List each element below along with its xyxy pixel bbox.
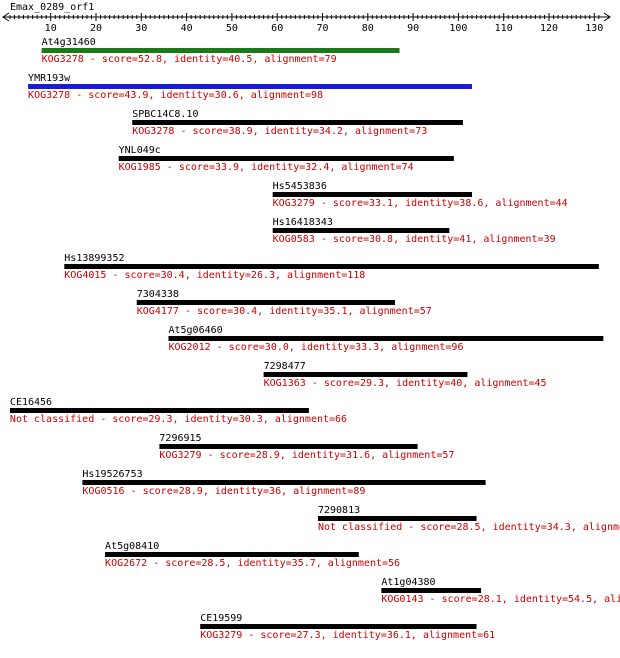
hit-name[interactable]: At5g08410 (105, 541, 159, 552)
hit-name[interactable]: CE16456 (10, 397, 52, 408)
hit-name[interactable]: 7298477 (264, 361, 306, 372)
ruler-right-arrow-icon (603, 12, 611, 22)
hit-description: KOG4015 - score=30.4, identity=26.3, ali… (64, 270, 365, 281)
ruler-tick-label: 90 (407, 23, 419, 34)
hit-description: KOG3279 - score=33.1, identity=38.6, ali… (273, 198, 568, 209)
hit-description: KOG2672 - score=28.5, identity=35.7, ali… (105, 558, 400, 569)
hit-name[interactable]: 7296915 (159, 433, 201, 444)
hit-name[interactable]: YNL049c (119, 145, 161, 156)
hit-row[interactable]: 7296915 KOG3279 - score=28.9, identity=31… (159, 433, 454, 461)
hit-description: KOG0143 - score=28.1, identity=54.5, ali… (381, 594, 620, 605)
hit-row[interactable]: At5g06460 KOG2012 - score=30.0, identity=… (168, 325, 604, 353)
ruler-tick-label: 60 (271, 23, 283, 34)
ruler-tick-label: 40 (181, 23, 193, 34)
hit-row[interactable]: 7298477 KOG1363 - score=29.3, identity=40… (263, 361, 547, 389)
hit-row[interactable]: At5g08410 KOG2672 - score=28.5, identity=… (105, 541, 400, 569)
hit-alignment-bar[interactable] (82, 480, 486, 485)
ruler-tick-label: 20 (90, 23, 102, 34)
ruler-left-arrow-icon (2, 12, 10, 22)
hit-alignment-bar[interactable] (9, 408, 309, 413)
hit-description: Not classified - score=29.3, identity=30… (10, 414, 347, 425)
hit-description: KOG1363 - score=29.3, identity=40, align… (264, 378, 547, 389)
hit-description: KOG4177 - score=30.4, identity=35.1, ali… (137, 306, 432, 317)
ruler-tick-label: 80 (362, 23, 374, 34)
hit-description: KOG0583 - score=30.8, identity=41, align… (273, 234, 556, 245)
hit-alignment-bar[interactable] (28, 84, 472, 89)
hit-description: KOG2012 - score=30.0, identity=33.3, ali… (168, 342, 463, 353)
ruler-tick-label: 10 (45, 23, 57, 34)
hit-name[interactable]: CE19599 (200, 613, 242, 624)
hit-row[interactable]: 7304338 KOG4177 - score=30.4, identity=35… (136, 289, 432, 317)
hit-alignment-bar[interactable] (272, 192, 472, 197)
hit-alignment-bar[interactable] (64, 264, 599, 269)
hit-row[interactable]: Hs13899352 KOG4015 - score=30.4, identity… (64, 253, 599, 281)
hit-row[interactable]: Hs19526753 KOG0516 - score=28.9, identity… (82, 469, 486, 497)
hit-list: At4g31460 KOG3278 - score=52.8, identity=… (9, 37, 620, 641)
hit-description: KOG3278 - score=43.9, identity=30.6, ali… (28, 90, 323, 101)
hit-row[interactable]: CE16456 Not classified - score=29.3, iden… (9, 397, 347, 425)
hit-description: KOG1985 - score=33.9, identity=32.4, ali… (119, 162, 414, 173)
hit-alignment-bar[interactable] (136, 300, 395, 305)
hit-row[interactable]: Hs16418343 KOG0583 - score=30.8, identity… (272, 217, 556, 245)
hit-name[interactable]: Hs5453836 (273, 181, 327, 192)
hit-name[interactable]: At5g06460 (168, 325, 222, 336)
hit-row[interactable]: YNL049c KOG1985 - score=33.9, identity=32… (118, 145, 454, 173)
ruler-tick-label: 70 (316, 23, 328, 34)
hit-row[interactable]: SPBC14C8.10 KOG3278 - score=38.9, identit… (132, 109, 463, 137)
hit-alignment-bar[interactable] (118, 156, 454, 161)
hit-description: KOG3279 - score=28.9, identity=31.6, ali… (159, 450, 454, 461)
hit-name[interactable]: Hs16418343 (273, 217, 333, 228)
ruler-tick-label: 110 (495, 23, 513, 34)
hit-description: KOG3278 - score=38.9, identity=34.2, ali… (132, 126, 427, 137)
hit-alignment-bar[interactable] (263, 372, 468, 377)
hit-name[interactable]: At1g04380 (381, 577, 435, 588)
hit-row[interactable]: YMR193w KOG3278 - score=43.9, identity=30… (28, 73, 472, 101)
ruler-tick-label: 100 (449, 23, 467, 34)
hit-alignment-bar[interactable] (200, 624, 477, 629)
ruler-tick-label: 120 (540, 23, 558, 34)
hit-alignment-bar[interactable] (159, 444, 418, 449)
hit-description: KOG3279 - score=27.3, identity=36.1, ali… (200, 630, 495, 641)
hit-alignment-bar[interactable] (272, 228, 450, 233)
hit-alignment-bar[interactable] (168, 336, 604, 341)
ruler-tick-label: 30 (135, 23, 147, 34)
position-ruler: 10 20 30 40 50 60 70 80 90 100 110 120 130 (2, 12, 611, 34)
hit-name[interactable]: Hs13899352 (64, 253, 124, 264)
hit-name[interactable]: SPBC14C8.10 (132, 109, 198, 120)
hit-description: Not classified - score=28.5, identity=34… (318, 522, 620, 533)
hit-description: KOG0516 - score=28.9, identity=36, align… (82, 486, 365, 497)
ruler-tick-label: 130 (585, 23, 603, 34)
hit-name[interactable]: 7304338 (137, 289, 179, 300)
ruler-tick-label: 50 (226, 23, 238, 34)
hit-row[interactable]: 7290813 Not classified - score=28.5, iden… (317, 505, 620, 533)
hit-alignment-bar[interactable] (132, 120, 463, 125)
hit-row[interactable]: CE19599 KOG3279 - score=27.3, identity=36… (200, 613, 495, 641)
hit-name[interactable]: At4g31460 (42, 37, 96, 48)
hit-alignment-bar[interactable] (41, 48, 400, 53)
query-name: Emax_0289_orf1 (10, 2, 94, 13)
hit-alignment-bar[interactable] (381, 588, 482, 593)
hit-row[interactable]: At1g04380 KOG0143 - score=28.1, identity=… (381, 577, 620, 605)
hit-name[interactable]: 7290813 (318, 505, 360, 516)
hit-name[interactable]: YMR193w (28, 73, 71, 84)
hit-name[interactable]: Hs19526753 (82, 469, 142, 480)
hit-row[interactable]: Hs5453836 KOG3279 - score=33.1, identity=… (272, 181, 568, 209)
hit-alignment-bar[interactable] (317, 516, 477, 521)
hit-alignment-bar[interactable] (105, 552, 359, 557)
hit-row[interactable]: At4g31460 KOG3278 - score=52.8, identity=… (41, 37, 400, 65)
hit-description: KOG3278 - score=52.8, identity=40.5, ali… (42, 54, 337, 65)
